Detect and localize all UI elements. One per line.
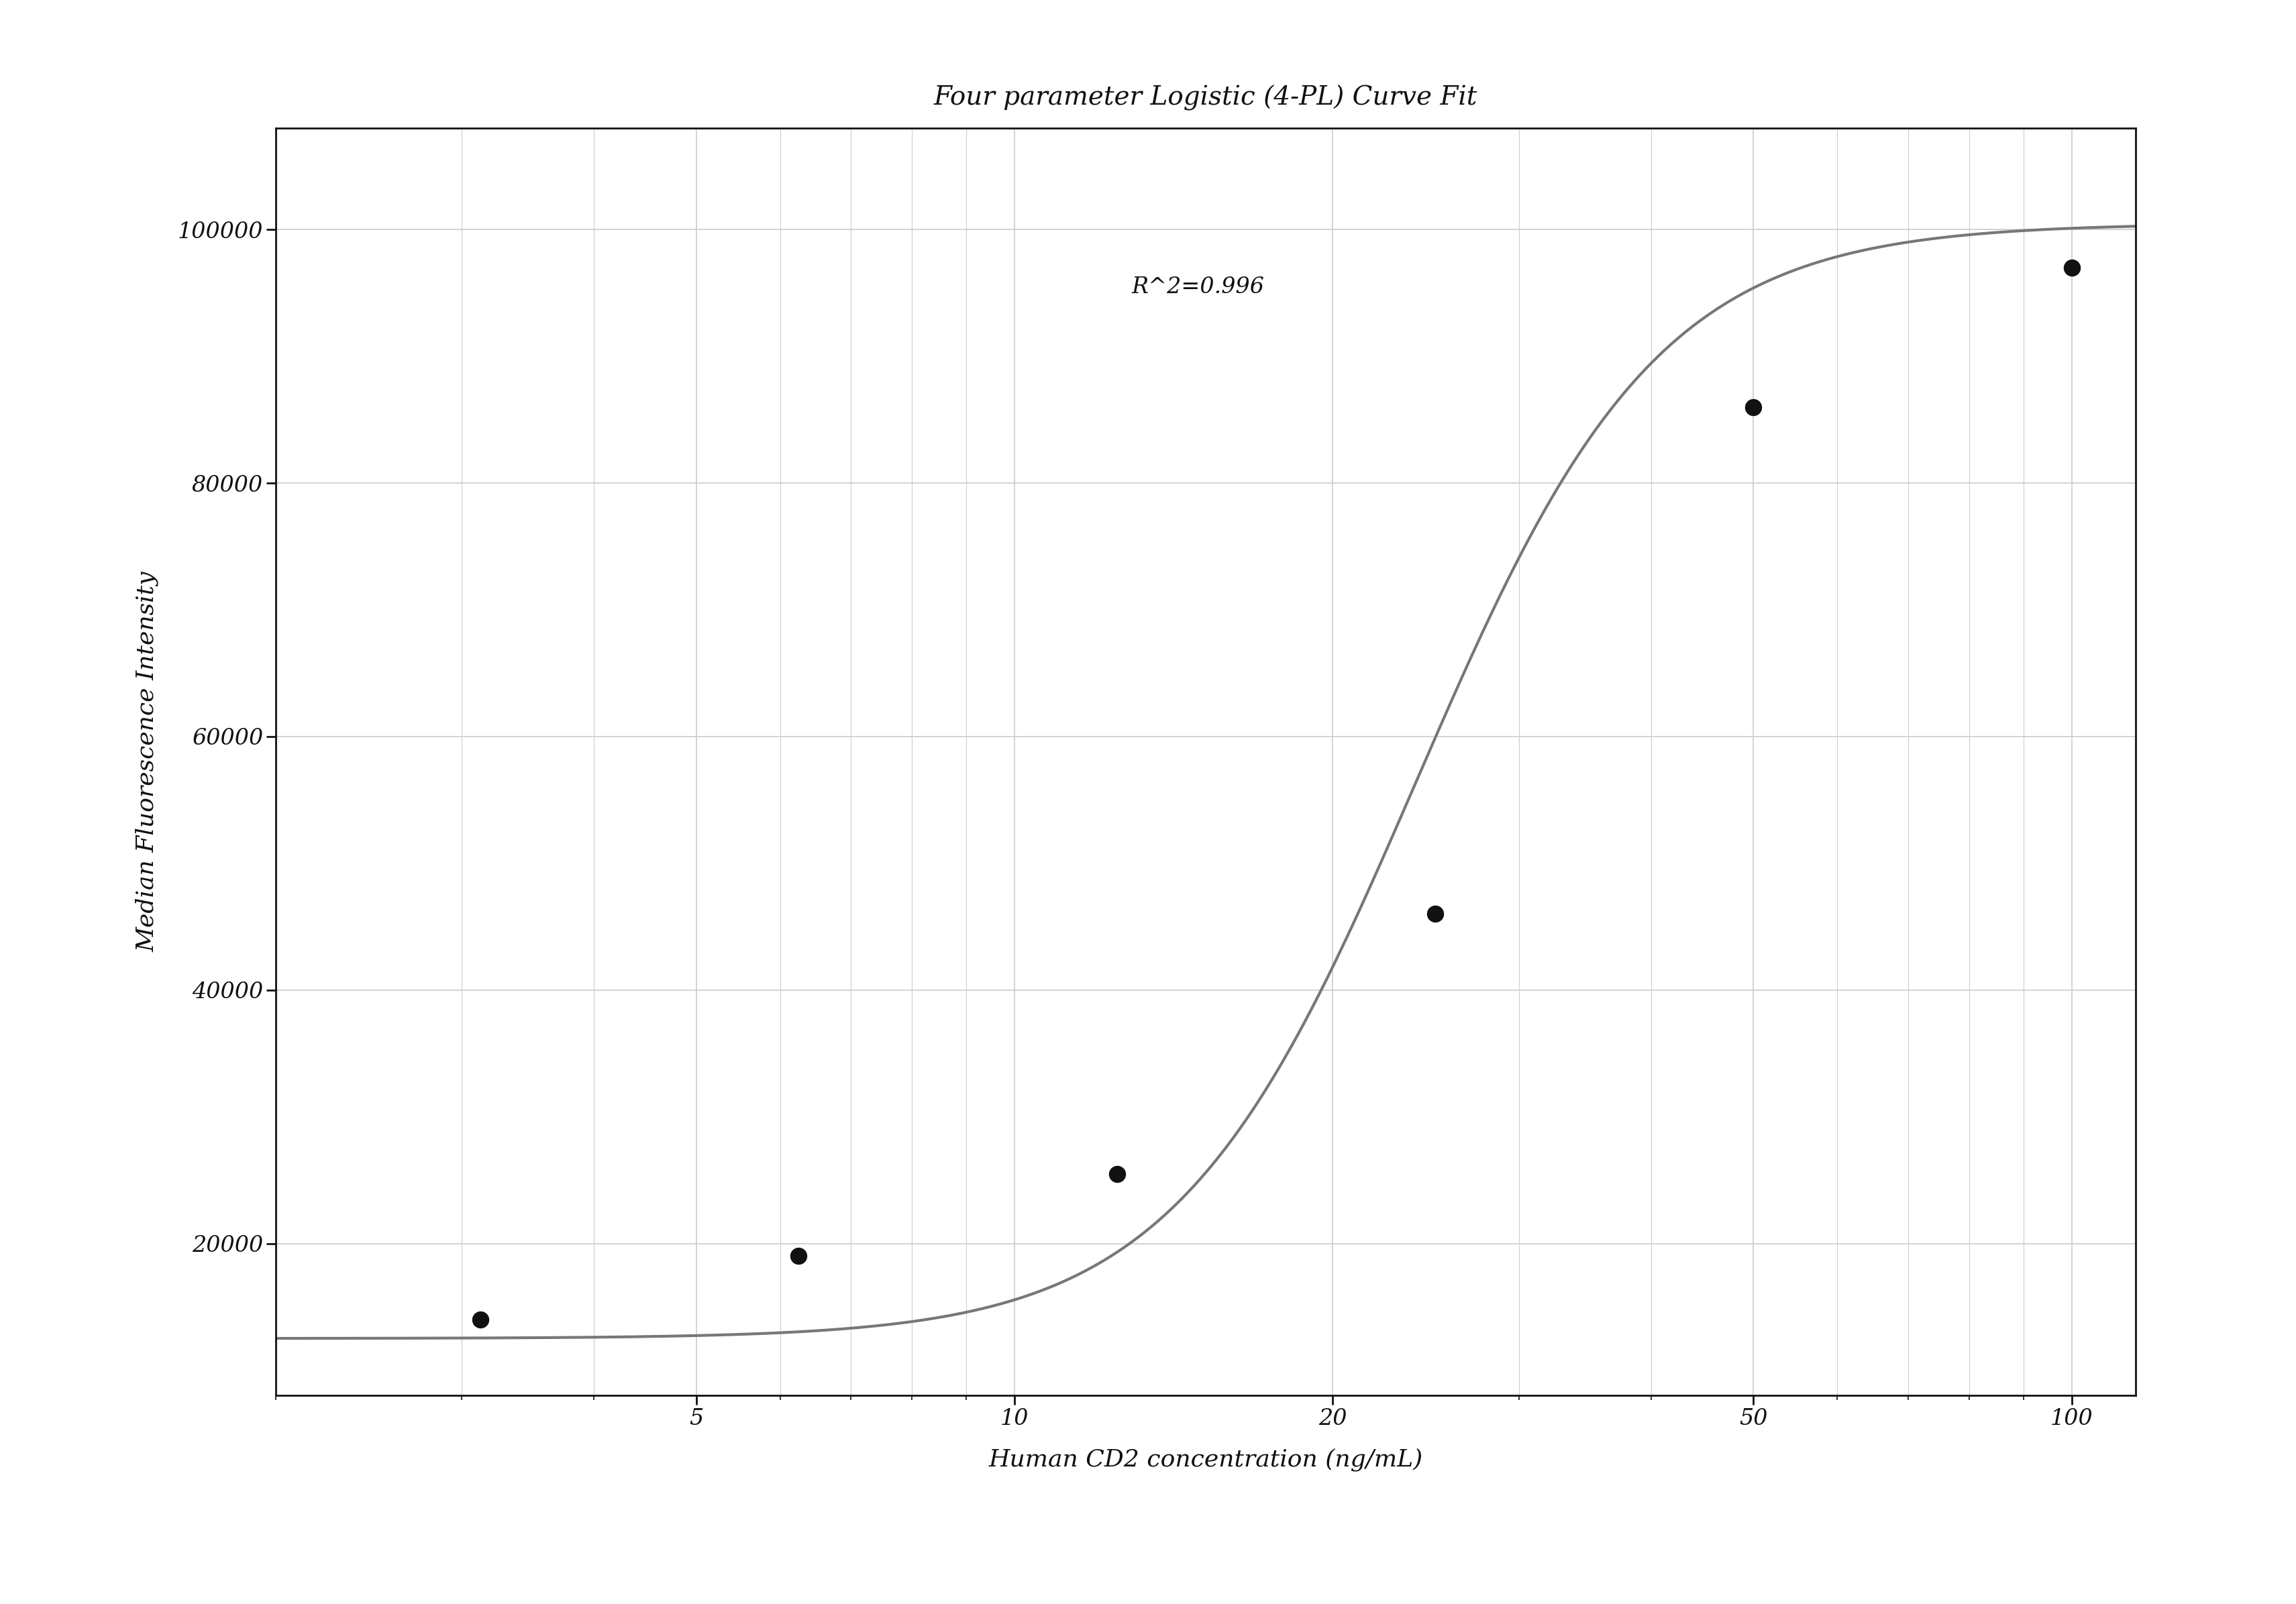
Point [461,1307,498,1333]
Point [781,1243,817,1269]
Point [1417,901,1453,927]
Point [2053,255,2089,281]
X-axis label: Human CD2 concentration (ng/mL): Human CD2 concentration (ng/mL) [987,1448,1424,1471]
Y-axis label: Median Fluorescence Intensity: Median Fluorescence Intensity [135,571,158,953]
Point [1733,395,1770,420]
Text: R^2=0.996: R^2=0.996 [1132,276,1263,298]
Title: Four parameter Logistic (4-PL) Curve Fit: Four parameter Logistic (4-PL) Curve Fit [934,85,1476,111]
Point [1097,1161,1134,1187]
